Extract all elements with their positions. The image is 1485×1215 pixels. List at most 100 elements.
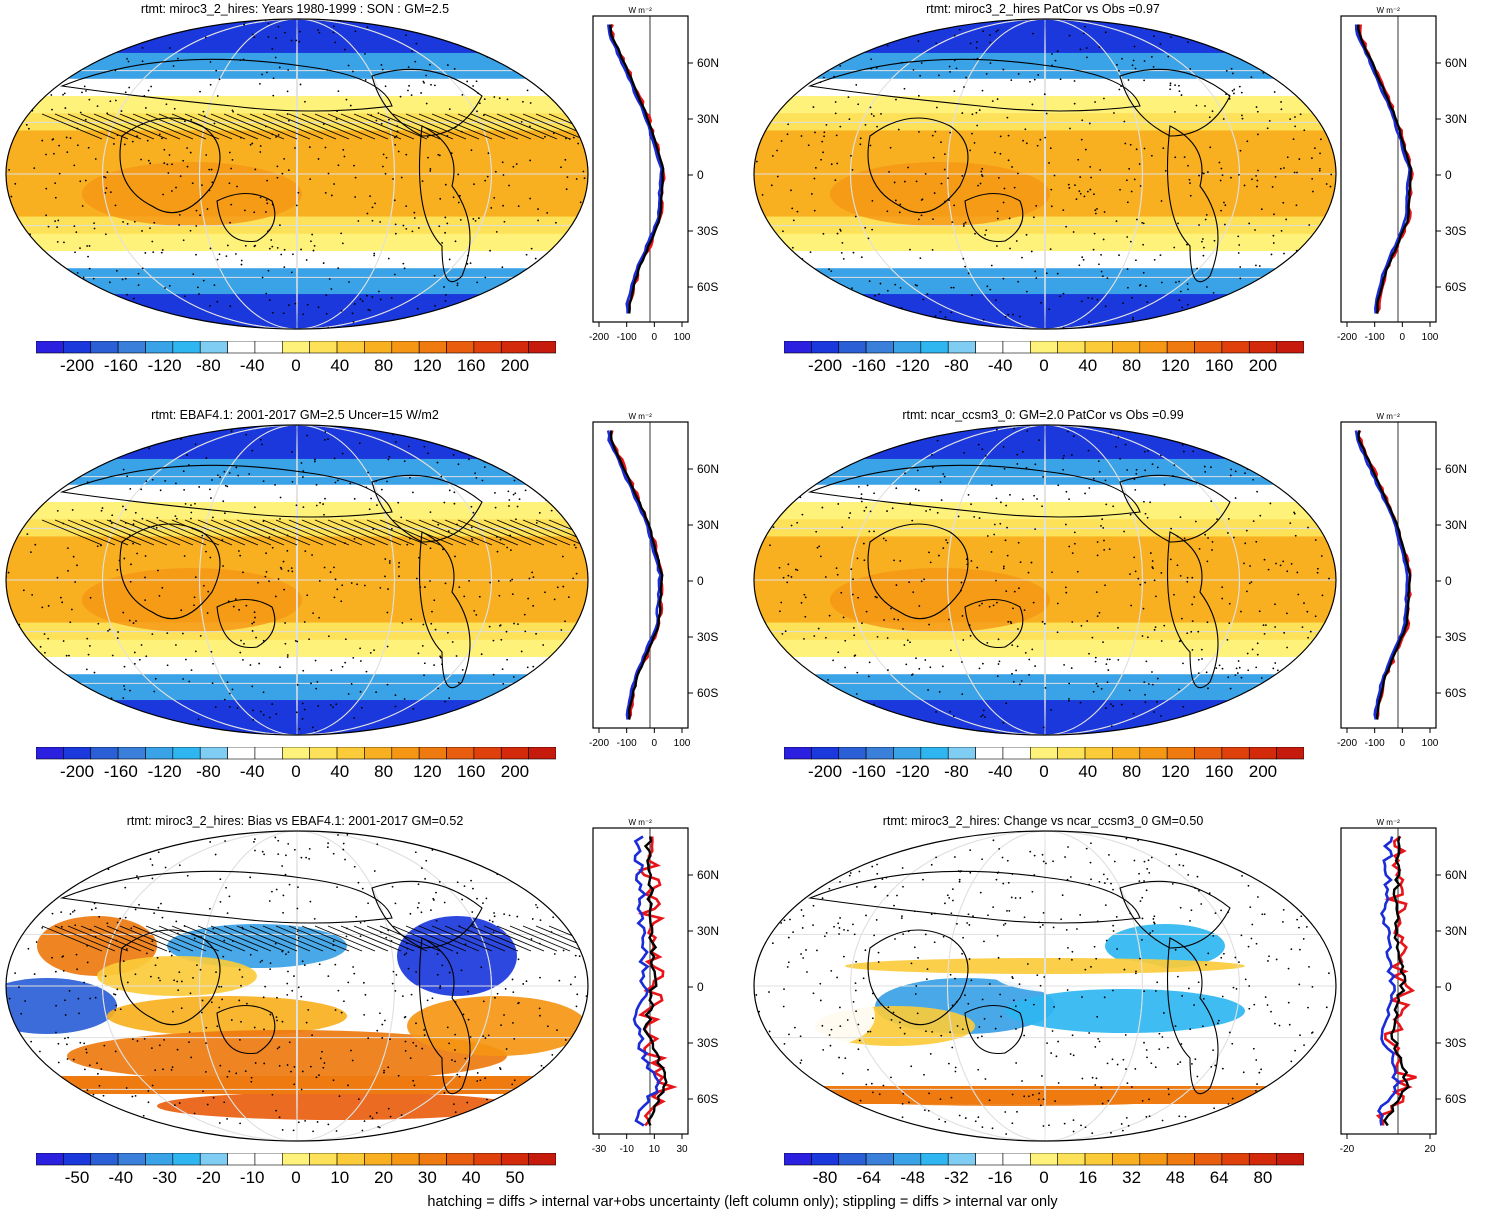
- stipple-dot: [66, 1043, 68, 1046]
- stipple-dot: [773, 83, 776, 86]
- stipple-dot: [1076, 570, 1079, 573]
- stipple-dot: [797, 55, 800, 58]
- stipple-dot: [161, 137, 163, 140]
- stipple-dot: [335, 1130, 338, 1132]
- stipple-dot: [71, 865, 74, 868]
- stipple-dot: [235, 466, 238, 469]
- stipple-dot: [904, 472, 906, 475]
- stipple-dot: [1124, 443, 1127, 446]
- stipple-dot: [759, 283, 761, 286]
- stipple-dot: [1137, 577, 1140, 580]
- stipple-dot: [222, 565, 224, 567]
- stipple-dot: [48, 50, 51, 52]
- stipple-dot: [989, 288, 992, 291]
- stipple-dot: [907, 930, 910, 933]
- coastline: [964, 598, 1024, 649]
- stipple-dot: [984, 454, 987, 457]
- coastline: [1119, 68, 1231, 137]
- stipple-dot: [1298, 926, 1300, 929]
- stipple-dot: [403, 698, 406, 700]
- stipple-dot: [62, 869, 64, 872]
- stipple-dot: [290, 1070, 292, 1073]
- stipple-dot: [423, 674, 425, 677]
- stipple-dot: [938, 554, 940, 557]
- stipple-dot: [1222, 118, 1225, 120]
- stipple-dot: [190, 511, 193, 514]
- stipple-dot: [822, 76, 825, 79]
- stipple-dot: [827, 678, 829, 681]
- stipple-dot: [821, 897, 824, 900]
- stipple-dot: [1217, 1019, 1220, 1022]
- stipple-dot: [455, 655, 458, 657]
- stipple-dot: [255, 636, 257, 639]
- stipple-dot: [558, 874, 561, 877]
- stipple-dot: [1213, 1107, 1216, 1110]
- stipple-dot: [6, 315, 8, 318]
- stipple-dot: [420, 911, 423, 914]
- stipple-dot: [183, 555, 186, 557]
- stipple-dot: [82, 1094, 85, 1097]
- stipple-dot: [1282, 560, 1285, 563]
- stipple-dot: [1156, 466, 1159, 469]
- stipple-dot: [1201, 1025, 1204, 1028]
- stipple-dot: [854, 982, 857, 985]
- stipple-dot: [1197, 658, 1200, 661]
- colorbar-swatch: [473, 341, 502, 354]
- stipple-dot: [802, 62, 805, 65]
- stipple-dot: [999, 152, 1002, 155]
- stipple-dot: [117, 631, 120, 633]
- stipple-dot: [1321, 285, 1324, 288]
- stipple-dot: [366, 212, 369, 215]
- stipple-dot: [379, 586, 382, 589]
- stipple-dot: [577, 863, 580, 865]
- stipple-dot: [537, 208, 539, 210]
- stipple-dot: [1141, 1099, 1144, 1102]
- stipple-dot: [485, 897, 488, 900]
- stipple-dot: [1325, 1006, 1328, 1009]
- colorbar-swatch: [838, 747, 867, 760]
- stipple-dot: [962, 225, 965, 227]
- stipple-dot: [1056, 631, 1059, 634]
- stipple-dot: [1161, 1119, 1164, 1122]
- stipple-dot: [44, 271, 47, 274]
- stipple-dot: [1241, 875, 1243, 877]
- stipple-dot: [1293, 511, 1295, 514]
- stipple-dot: [249, 664, 252, 666]
- stipple-dot: [43, 633, 46, 635]
- stipple-dot: [939, 481, 942, 483]
- stipple-dot: [1230, 67, 1233, 70]
- stipple-dot: [407, 445, 410, 448]
- stipple-dot: [953, 90, 956, 93]
- profile-x-label: -200: [589, 332, 609, 343]
- stipple-dot: [433, 664, 435, 666]
- stipple-dot: [1104, 31, 1107, 34]
- colorbar-swatch: [227, 1153, 256, 1166]
- stipple-dot: [822, 151, 824, 154]
- stipple-dot: [459, 218, 462, 221]
- stipple-dot: [902, 885, 904, 888]
- colorbar-swatch: [975, 1153, 1004, 1166]
- stipple-dot: [267, 22, 270, 25]
- colorbar-tick-label: 80: [1122, 356, 1142, 375]
- stipple-dot: [87, 146, 90, 149]
- stipple-dot: [23, 19, 25, 22]
- stipple-dot: [962, 257, 965, 260]
- stipple-dot: [1059, 78, 1062, 81]
- stipple-dot: [488, 625, 491, 628]
- stipple-dot: [52, 711, 55, 713]
- stipple-dot: [1146, 636, 1149, 639]
- stipple-dot: [1005, 1133, 1008, 1135]
- stipple-dot: [915, 985, 918, 987]
- stipple-dot: [149, 858, 152, 860]
- stipple-dot: [783, 1042, 786, 1045]
- stipple-dot: [1079, 701, 1082, 704]
- stipple-dot: [420, 867, 423, 870]
- stipple-dot: [467, 709, 470, 712]
- stipple-dot: [1079, 192, 1082, 195]
- stipple-dot: [838, 1056, 840, 1059]
- stipple-dot: [1046, 1042, 1048, 1045]
- stipple-dot: [1145, 285, 1147, 288]
- hatch-line: [80, 519, 142, 546]
- stipple-dot: [1112, 930, 1115, 932]
- stipple-dot: [1122, 302, 1124, 305]
